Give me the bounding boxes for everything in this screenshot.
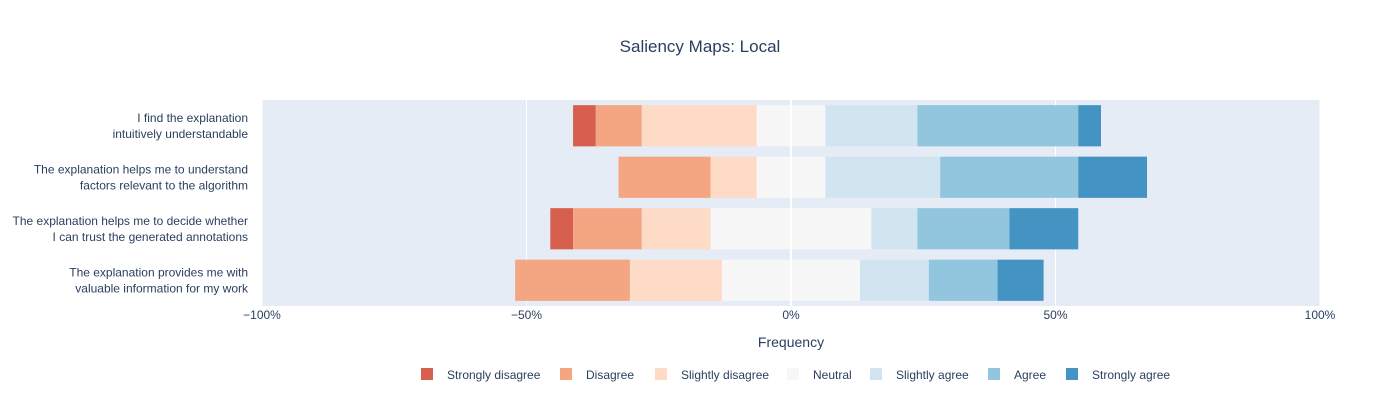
x-tick-label: 0% [782,308,800,322]
legend-swatch [1066,368,1078,380]
y-axis-labels: I find the explanation intuitively unders… [13,111,249,296]
x-tick-label: −100% [243,308,281,322]
y-tick-label: I find the explanation intuitively unders… [113,111,249,141]
legend-item[interactable]: Neutral [787,368,852,382]
legend-item[interactable]: Strongly disagree [421,368,541,382]
x-axis-ticks: −100% −50% 0% 50% 100% [243,308,1336,322]
legend-label: Agree [1014,368,1046,382]
bar-segment [825,156,941,198]
bar-segment [641,105,757,147]
legend-item[interactable]: Strongly agree [1066,368,1170,382]
bar-segment [1078,105,1101,147]
legend-item[interactable]: Agree [988,368,1046,382]
legend-swatch [421,368,433,380]
y-tick-label: The explanation provides me with valuable… [69,265,249,295]
bar-segment [515,259,630,301]
legend-label: Slightly agree [896,368,969,382]
bar-segment [618,156,711,198]
legend-swatch [655,368,667,380]
bar-segment [940,156,1079,198]
bar-segment [641,208,711,250]
bar-segment [997,259,1044,301]
bar-segment [928,259,998,301]
bar-segment [629,259,722,301]
bar-segment [871,208,918,250]
legend-swatch [787,368,799,380]
legend-label: Disagree [586,368,634,382]
x-axis-title: Frequency [758,334,824,350]
legend-item[interactable]: Slightly agree [870,368,969,382]
legend-swatch [560,368,572,380]
bar-segment [860,259,929,301]
legend-item[interactable]: Disagree [560,368,634,382]
legend-item[interactable]: Slightly disagree [655,368,769,382]
bar-segment [573,208,642,250]
bar-segment [825,105,918,147]
legend-label: Neutral [813,368,852,382]
chart-title: Saliency Maps: Local [620,37,781,56]
legend-swatch [870,368,882,380]
legend-label: Strongly disagree [447,368,541,382]
x-tick-label: 50% [1043,308,1067,322]
x-tick-label: 100% [1305,308,1336,322]
legend: Strongly disagree Disagree Slightly disagr… [421,368,1170,382]
y-tick-label: The explanation helps me to understand fa… [34,162,248,192]
bar-segment [595,105,642,147]
bar-segment [917,105,1079,147]
bar-segment [1078,156,1148,198]
bar-segment [917,208,1010,250]
legend-label: Strongly agree [1092,368,1170,382]
legend-swatch [988,368,1000,380]
bar-segment [573,105,596,147]
bar-segment [710,156,757,198]
x-tick-label: −50% [511,308,542,322]
bar-segment [1009,208,1079,250]
legend-label: Slightly disagree [681,368,769,382]
y-tick-label: The explanation helps me to decide wheth… [13,214,248,244]
bar-segment [550,208,574,250]
